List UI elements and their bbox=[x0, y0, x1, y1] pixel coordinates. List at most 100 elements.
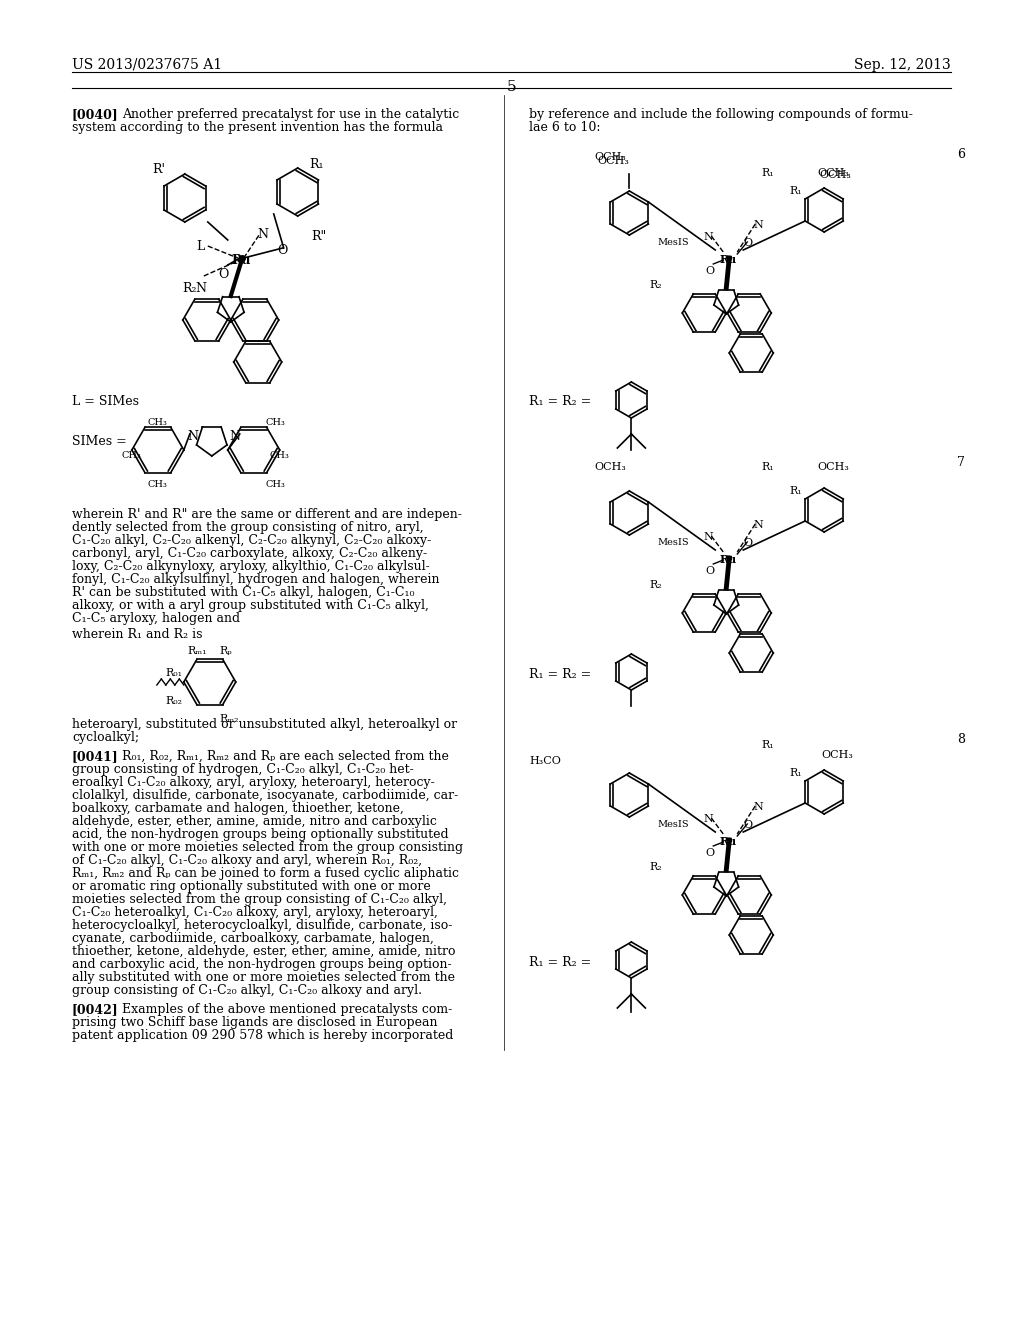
Text: dently selected from the group consisting of nitro, aryl,: dently selected from the group consistin… bbox=[72, 521, 424, 535]
Text: OCH₃: OCH₃ bbox=[594, 152, 627, 162]
Text: group consisting of hydrogen, C₁-C₂₀ alkyl, C₁-C₂₀ het-: group consisting of hydrogen, C₁-C₂₀ alk… bbox=[72, 763, 414, 776]
Text: Rₘ₁: Rₘ₁ bbox=[187, 645, 207, 656]
Text: moieties selected from the group consisting of C₁-C₂₀ alkyl,: moieties selected from the group consist… bbox=[72, 894, 446, 906]
Text: O: O bbox=[743, 539, 753, 548]
Text: R₁: R₁ bbox=[790, 186, 802, 195]
Text: R₂: R₂ bbox=[649, 280, 662, 290]
Text: fonyl, C₁-C₂₀ alkylsulfinyl, hydrogen and halogen, wherein: fonyl, C₁-C₂₀ alkylsulfinyl, hydrogen an… bbox=[72, 573, 439, 586]
Text: O: O bbox=[706, 267, 715, 276]
Text: R₁ = R₂ =: R₁ = R₂ = bbox=[529, 668, 592, 681]
Text: R₀₁: R₀₁ bbox=[166, 668, 183, 678]
Text: CH₃: CH₃ bbox=[269, 451, 290, 459]
Text: N: N bbox=[703, 814, 713, 824]
Text: R₁: R₁ bbox=[761, 168, 774, 178]
Text: N: N bbox=[754, 803, 763, 812]
Text: thioether, ketone, aldehyde, ester, ether, amine, amide, nitro: thioether, ketone, aldehyde, ester, ethe… bbox=[72, 945, 456, 958]
Text: patent application 09 290 578 which is hereby incorporated: patent application 09 290 578 which is h… bbox=[72, 1030, 454, 1041]
Text: 8: 8 bbox=[957, 733, 965, 746]
Text: CH₃: CH₃ bbox=[147, 480, 168, 488]
Text: [0040]: [0040] bbox=[72, 108, 119, 121]
Text: R': R' bbox=[152, 162, 165, 176]
Text: O: O bbox=[706, 847, 715, 858]
Text: OCH₃: OCH₃ bbox=[817, 462, 849, 473]
Text: R₂: R₂ bbox=[182, 282, 197, 294]
Text: Another preferred precatalyst for use in the catalytic: Another preferred precatalyst for use in… bbox=[122, 108, 459, 121]
Text: Examples of the above mentioned precatalysts com-: Examples of the above mentioned precatal… bbox=[122, 1003, 453, 1016]
Text: Rₚ: Rₚ bbox=[220, 645, 232, 656]
Text: heteroaryl, substituted or unsubstituted alkyl, heteroalkyl or: heteroaryl, substituted or unsubstituted… bbox=[72, 718, 457, 731]
Text: system according to the present invention has the formula: system according to the present inventio… bbox=[72, 121, 443, 135]
Text: R₂: R₂ bbox=[649, 862, 662, 873]
Text: R₀₂: R₀₂ bbox=[166, 696, 183, 706]
Text: R₁ = R₂ =: R₁ = R₂ = bbox=[529, 395, 592, 408]
Text: Sep. 12, 2013: Sep. 12, 2013 bbox=[854, 58, 951, 73]
Text: MesIS: MesIS bbox=[657, 238, 689, 247]
Text: acid, the non-hydrogen groups being optionally substituted: acid, the non-hydrogen groups being opti… bbox=[72, 828, 449, 841]
Text: CH₃: CH₃ bbox=[122, 451, 141, 459]
Text: SIMes =: SIMes = bbox=[72, 436, 127, 447]
Text: CH₃: CH₃ bbox=[147, 418, 168, 426]
Text: R₁: R₁ bbox=[790, 486, 802, 496]
Text: R₁: R₁ bbox=[790, 768, 802, 777]
Text: OCH₃: OCH₃ bbox=[821, 750, 853, 760]
Text: Rₘ₁, Rₘ₂ and Rₚ can be joined to form a fused cyclic aliphatic: Rₘ₁, Rₘ₂ and Rₚ can be joined to form a … bbox=[72, 867, 459, 880]
Text: Ru: Ru bbox=[719, 554, 736, 565]
Text: R₀₁, R₀₂, Rₘ₁, Rₘ₂ and Rₚ are each selected from the: R₀₁, R₀₂, Rₘ₁, Rₘ₂ and Rₚ are each selec… bbox=[122, 750, 449, 763]
Text: ally substituted with one or more moieties selected from the: ally substituted with one or more moieti… bbox=[72, 972, 455, 983]
Text: of C₁-C₂₀ alkyl, C₁-C₂₀ alkoxy and aryl, wherein R₀₁, R₀₂,: of C₁-C₂₀ alkyl, C₁-C₂₀ alkoxy and aryl,… bbox=[72, 854, 422, 867]
Text: L = SIMes: L = SIMes bbox=[72, 395, 139, 408]
Text: boalkoxy, carbamate and halogen, thioether, ketone,: boalkoxy, carbamate and halogen, thioeth… bbox=[72, 803, 403, 814]
Text: 6: 6 bbox=[957, 148, 965, 161]
Text: N: N bbox=[703, 232, 713, 242]
Text: R₁ = R₂ =: R₁ = R₂ = bbox=[529, 956, 592, 969]
Text: alkoxy, or with a aryl group substituted with C₁-C₅ alkyl,: alkoxy, or with a aryl group substituted… bbox=[72, 599, 429, 612]
Text: R₁: R₁ bbox=[761, 741, 774, 750]
Text: C₁-C₅ aryloxy, halogen and: C₁-C₅ aryloxy, halogen and bbox=[72, 612, 240, 624]
Text: [0042]: [0042] bbox=[72, 1003, 119, 1016]
Text: lae 6 to 10:: lae 6 to 10: bbox=[529, 121, 601, 135]
Text: prising two Schiff base ligands are disclosed in European: prising two Schiff base ligands are disc… bbox=[72, 1016, 437, 1030]
Text: CH₃: CH₃ bbox=[266, 418, 286, 426]
Text: 5: 5 bbox=[507, 81, 516, 94]
Text: R₁: R₁ bbox=[761, 462, 774, 473]
Text: wherein R' and R" are the same or different and are indepen-: wherein R' and R" are the same or differ… bbox=[72, 508, 462, 521]
Text: CH₃: CH₃ bbox=[266, 480, 286, 488]
Text: and carboxylic acid, the non-hydrogen groups being option-: and carboxylic acid, the non-hydrogen gr… bbox=[72, 958, 452, 972]
Text: Ru: Ru bbox=[231, 253, 251, 267]
Text: N: N bbox=[703, 532, 713, 543]
Text: cyanate, carbodiimide, carboalkoxy, carbamate, halogen,: cyanate, carbodiimide, carboalkoxy, carb… bbox=[72, 932, 434, 945]
Text: group consisting of C₁-C₂₀ alkyl, C₁-C₂₀ alkoxy and aryl.: group consisting of C₁-C₂₀ alkyl, C₁-C₂₀… bbox=[72, 983, 422, 997]
Text: wherein R₁ and R₂ is: wherein R₁ and R₂ is bbox=[72, 628, 203, 642]
Text: O: O bbox=[743, 238, 753, 248]
Text: L: L bbox=[196, 240, 204, 253]
Text: OCH₃: OCH₃ bbox=[594, 462, 627, 473]
Text: heterocycloalkyl, heterocycloalkyl, disulfide, carbonate, iso-: heterocycloalkyl, heterocycloalkyl, disu… bbox=[72, 919, 453, 932]
Text: R₁: R₁ bbox=[309, 158, 325, 172]
Text: R₂: R₂ bbox=[649, 579, 662, 590]
Text: C₁-C₂₀ alkyl, C₂-C₂₀ alkenyl, C₂-C₂₀ alkynyl, C₂-C₂₀ alkoxy-: C₁-C₂₀ alkyl, C₂-C₂₀ alkenyl, C₂-C₂₀ alk… bbox=[72, 535, 431, 546]
Text: OCH₃: OCH₃ bbox=[597, 156, 630, 166]
Text: N: N bbox=[187, 430, 199, 444]
Text: [0041]: [0041] bbox=[72, 750, 119, 763]
Text: OCH₃: OCH₃ bbox=[819, 170, 851, 180]
Text: Rₘ₂: Rₘ₂ bbox=[220, 714, 240, 723]
Text: MesIS: MesIS bbox=[657, 539, 689, 546]
Text: with one or more moieties selected from the group consisting: with one or more moieties selected from … bbox=[72, 841, 463, 854]
Text: or aromatic ring optionally substituted with one or more: or aromatic ring optionally substituted … bbox=[72, 880, 431, 894]
Text: N: N bbox=[754, 520, 763, 531]
Text: OCH₃: OCH₃ bbox=[817, 168, 849, 178]
Text: O: O bbox=[278, 244, 288, 257]
Text: eroalkyl C₁-C₂₀ alkoxy, aryl, aryloxy, heteroaryl, heterocy-: eroalkyl C₁-C₂₀ alkoxy, aryl, aryloxy, h… bbox=[72, 776, 434, 789]
Text: N: N bbox=[754, 220, 763, 230]
Text: clolalkyl, disulfide, carbonate, isocyanate, carbodiimide, car-: clolalkyl, disulfide, carbonate, isocyan… bbox=[72, 789, 458, 803]
Text: cycloalkyl;: cycloalkyl; bbox=[72, 731, 139, 744]
Text: carbonyl, aryl, C₁-C₂₀ carboxylate, alkoxy, C₂-C₂₀ alkeny-: carbonyl, aryl, C₁-C₂₀ carboxylate, alko… bbox=[72, 546, 427, 560]
Text: O: O bbox=[218, 268, 228, 281]
Text: 7: 7 bbox=[957, 455, 965, 469]
Text: O: O bbox=[706, 566, 715, 576]
Text: by reference and include the following compounds of formu-: by reference and include the following c… bbox=[529, 108, 913, 121]
Text: MesIS: MesIS bbox=[657, 820, 689, 829]
Text: Ru: Ru bbox=[719, 836, 736, 847]
Text: N: N bbox=[229, 430, 241, 444]
Text: N: N bbox=[258, 228, 268, 242]
